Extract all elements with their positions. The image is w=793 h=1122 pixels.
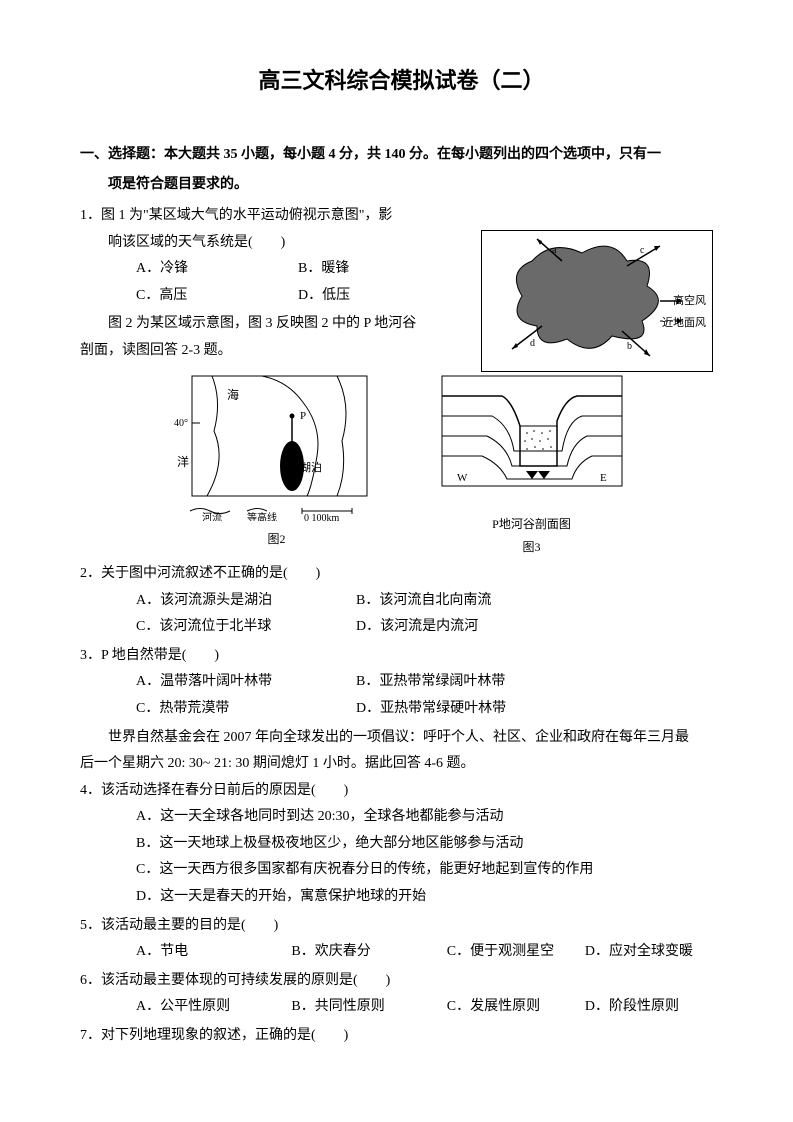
q3-opt-c: C．热带荒漠带	[136, 696, 356, 723]
fig3-label-w: W	[457, 472, 468, 484]
q4-stem: 4．该活动选择在春分日前后的原因是( )	[80, 778, 723, 805]
question-4: 4．该活动选择在春分日前后的原因是( ) A．这一天全球各地同时到达 20:30…	[80, 778, 723, 911]
fig2-label-ocean: 洋	[177, 454, 189, 469]
q1-opt-d: D．低压	[298, 283, 460, 310]
figure-1: a c d b 高空风 近地面风	[481, 230, 713, 372]
fig3-label-e: E	[600, 472, 607, 484]
q5-opt-b: B．欢庆春分	[291, 939, 446, 966]
q4-opt-b: B．这一天地球上极昼极夜地区少，绝大部分地区能够参与活动	[80, 831, 723, 858]
passage-2-3-l1: 图 2 为某区域示意图，图 3 反映图 2 中的 P 地河谷	[80, 311, 460, 338]
fig2-caption: 图2	[172, 528, 382, 551]
fig1-label-c: c	[640, 245, 645, 256]
q1-stem-1: 1．图 1 为"某区域大气的水平运动俯视示意图"，影	[80, 203, 460, 230]
passage-4-6: 世界自然基金会在 2007 年向全球发出的一项倡议：呼吁个人、社区、企业和政府在…	[80, 725, 723, 778]
q6-opt-d: D．阶段性原则	[585, 994, 723, 1021]
q4-opt-c: C．这一天西方很多国家都有庆祝春分日的传统，能更好地起到宣传的作用	[80, 857, 723, 884]
q1-opt-a: A．冷锋	[136, 256, 298, 283]
fig2-label-lat: 40°	[174, 418, 188, 429]
question-2: 2．关于图中河流叙述不正确的是( ) A．该河流源头是湖泊 B．该河流自北向南流…	[80, 561, 723, 641]
q2-opt-c: C．该河流位于北半球	[136, 614, 356, 641]
q4-opt-a: A．这一天全球各地同时到达 20:30，全球各地都能参与活动	[80, 804, 723, 831]
q1-opt-c: C．高压	[136, 283, 298, 310]
fig1-label-a: a	[552, 245, 557, 256]
q6-opt-a: A．公平性原则	[136, 994, 291, 1021]
passage-4-6-l2: 后一个星期六 20: 30~ 21: 30 期间熄灯 1 小时。据此回答 4-6…	[80, 751, 723, 778]
fig3-caption: 图3	[432, 536, 632, 559]
page-title: 高三文科综合模拟试卷（二）	[80, 60, 723, 102]
q1-stem-2: 响该区域的天气系统是( )	[80, 230, 460, 257]
figure-2: P 海 洋 湖泊 40° 河流 等高线 0 100km 图2	[172, 371, 382, 559]
q6-opt-c: C．发展性原则	[447, 994, 585, 1021]
q2-stem: 2．关于图中河流叙述不正确的是( )	[80, 561, 723, 588]
q6-stem: 6．该活动最主要体现的可持续发展的原则是( )	[80, 968, 723, 995]
question-1: 1．图 1 为"某区域大气的水平运动俯视示意图"，影 响该区域的天气系统是( )…	[80, 203, 460, 309]
q3-opt-d: D．亚热带常绿硬叶林带	[356, 696, 576, 723]
passage-2-3-l2: 剖面，读图回答 2-3 题。	[80, 338, 460, 365]
question-5: 5．该活动最主要的目的是( ) A．节电 B．欢庆春分 C．便于观测星空 D．应…	[80, 913, 723, 966]
passage-4-6-l1: 世界自然基金会在 2007 年向全球发出的一项倡议：呼吁个人、社区、企业和政府在…	[80, 725, 723, 752]
q2-opt-d: D．该河流是内流河	[356, 614, 576, 641]
q5-opt-a: A．节电	[136, 939, 291, 966]
fig1-legend-1: 高空风	[673, 291, 706, 312]
fig2-legend-scale: 0 100km	[304, 513, 340, 521]
q2-opt-b: B．该河流自北向南流	[356, 588, 576, 615]
q3-opt-a: A．温带落叶阔叶林带	[136, 669, 356, 696]
fig1-legend-2: 近地面风	[662, 313, 706, 334]
figure-3: W E P地河谷剖面图 图3	[432, 371, 632, 559]
fig1-label-b: b	[627, 341, 632, 352]
q7-stem: 7．对下列地理现象的叙述，正确的是( )	[80, 1023, 723, 1050]
fig2-legend-contour: 等高线	[247, 511, 277, 521]
section-instructions-1: 一、选择题：本大题共 35 小题，每小题 4 分，共 140 分。在每小题列出的…	[80, 142, 723, 169]
question-6: 6．该活动最主要体现的可持续发展的原则是( ) A．公平性原则 B．共同性原则 …	[80, 968, 723, 1021]
q5-opt-c: C．便于观测星空	[447, 939, 585, 966]
fig2-legend-river: 河流	[202, 511, 222, 521]
figure-row: P 海 洋 湖泊 40° 河流 等高线 0 100km 图2	[80, 371, 723, 559]
fig1-label-d: d	[530, 338, 535, 349]
q5-stem: 5．该活动最主要的目的是( )	[80, 913, 723, 940]
fig2-label-p: P	[300, 410, 306, 422]
q3-opt-b: B．亚热带常绿阔叶林带	[356, 669, 576, 696]
q2-opt-a: A．该河流源头是湖泊	[136, 588, 356, 615]
question-7: 7．对下列地理现象的叙述，正确的是( )	[80, 1023, 723, 1050]
q6-opt-b: B．共同性原则	[291, 994, 446, 1021]
fig2-label-sea: 海	[227, 387, 239, 402]
fig3-caption-top: P地河谷剖面图	[432, 513, 632, 536]
question-3: 3．P 地自然带是( ) A．温带落叶阔叶林带 B．亚热带常绿阔叶林带 C．热带…	[80, 643, 723, 723]
q4-opt-d: D．这一天是春天的开始，寓意保护地球的开始	[80, 884, 723, 911]
q5-opt-d: D．应对全球变暖	[585, 939, 723, 966]
fig2-label-lake: 湖泊	[300, 461, 322, 474]
passage-2-3: 图 2 为某区域示意图，图 3 反映图 2 中的 P 地河谷 剖面，读图回答 2…	[80, 311, 460, 364]
section-instructions-2: 项是符合题目要求的。	[80, 172, 723, 199]
q1-opt-b: B．暖锋	[298, 256, 460, 283]
q3-stem: 3．P 地自然带是( )	[80, 643, 723, 670]
